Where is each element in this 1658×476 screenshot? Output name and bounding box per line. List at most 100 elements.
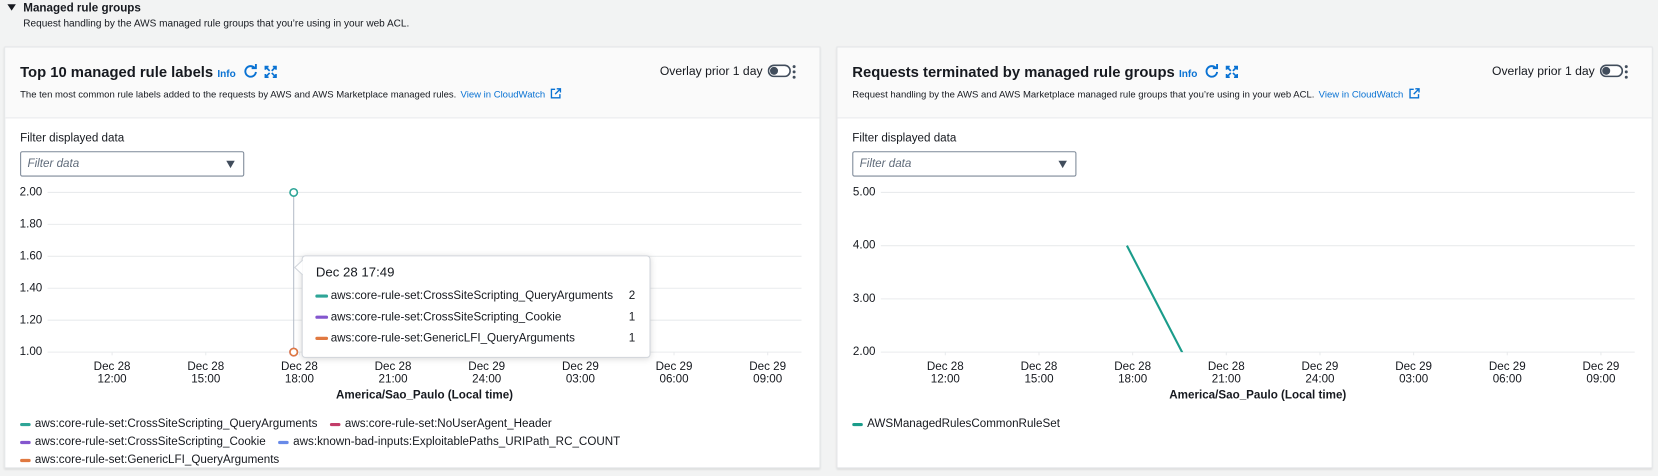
x-tick-label: Dec 29 <box>1302 360 1339 373</box>
x-tick-label: 24:00 <box>1305 373 1335 386</box>
x-tick-label: 21:00 <box>1212 373 1242 386</box>
cloudwatch-link[interactable]: View in CloudWatch <box>1318 88 1404 100</box>
legend-item[interactable]: AWSManagedRulesCommonRuleSet <box>852 417 1060 431</box>
x-tick-label: Dec 28 <box>375 360 412 373</box>
x-tick-label: 15:00 <box>191 373 221 386</box>
x-tick-label: Dec 29 <box>1582 360 1619 373</box>
x-tick-label: 03:00 <box>1399 373 1429 386</box>
tooltip: Dec 28 17:49 aws:core-rule-set:CrossSiteS… <box>293 255 651 358</box>
expand-icon[interactable] <box>1225 65 1239 79</box>
x-tick-label: 18:00 <box>1118 373 1148 386</box>
y-tick-label: 5.00 <box>853 186 876 199</box>
filter-label: Filter displayed data <box>852 132 957 145</box>
y-tick-label: 1.60 <box>20 249 43 262</box>
legend-item[interactable]: aws:core-rule-set:GenericLFI_QueryArgume… <box>20 454 279 466</box>
x-tick-label: 21:00 <box>379 373 409 386</box>
x-tick-label: 12:00 <box>98 373 128 386</box>
overlay-toggle[interactable] <box>1600 64 1624 78</box>
select-caret <box>226 160 235 169</box>
info-link[interactable]: Info <box>1178 68 1198 81</box>
external-icon[interactable] <box>1408 88 1420 100</box>
filter-label: Filter displayed data <box>20 132 125 145</box>
x-axis-title: America/Sao_Paulo (Local time) <box>336 389 513 402</box>
legend-item[interactable]: aws:core-rule-set:CrossSiteScripting_Que… <box>20 417 318 431</box>
filter-select[interactable]: Filter data <box>20 151 245 177</box>
legend-label: aws:core-rule-set:NoUserAgent_Header <box>344 417 552 431</box>
kebab-menu[interactable] <box>1623 65 1629 80</box>
section-title[interactable]: Managed rule groups <box>23 2 141 15</box>
panel-description-row: The ten most common rule labels added to… <box>20 88 562 100</box>
panel-description-row: Request handling by the AWS and AWS Mark… <box>852 88 1420 100</box>
external-icon[interactable] <box>550 88 562 100</box>
filter-placeholder: Filter data <box>859 157 912 171</box>
legend-label: AWSManagedRulesCommonRuleSet <box>867 417 1060 431</box>
overlay-toggle-row: Overlay prior 1 day <box>659 64 792 79</box>
x-tick-label: Dec 29 <box>656 360 693 373</box>
panel-title-row: Requests terminated by managed rule grou… <box>852 63 1239 81</box>
panel-header <box>837 47 1652 119</box>
legend-swatch <box>20 422 31 426</box>
tooltip-series: aws:core-rule-set:GenericLFI_QueryArgume… <box>331 331 575 344</box>
tooltip-pointer <box>293 259 304 276</box>
x-tick-label: Dec 29 <box>562 360 599 373</box>
x-tick-label: Dec 28 <box>1208 360 1245 373</box>
x-tick-label: 15:00 <box>1024 373 1054 386</box>
tooltip-series: aws:core-rule-set:CrossSiteScripting_Que… <box>331 289 614 302</box>
x-tick-label: 09:00 <box>1586 373 1616 386</box>
legend-swatch <box>20 440 31 444</box>
overlay-label: Overlay prior 1 day <box>659 65 763 79</box>
legend-label: aws:core-rule-set:CrossSiteScripting_Coo… <box>34 435 266 449</box>
x-tick-label: 03:00 <box>566 373 596 386</box>
legend-item[interactable]: aws:core-rule-set:NoUserAgent_Header <box>330 417 552 431</box>
y-tick-label: 2.00 <box>853 345 876 358</box>
legend-item[interactable]: aws:core-rule-set:CrossSiteScripting_Coo… <box>20 435 266 449</box>
x-tick-label: Dec 28 <box>927 360 964 373</box>
info-link[interactable]: Info <box>217 68 236 81</box>
overlay-toggle-row: Overlay prior 1 day <box>1491 64 1624 79</box>
cloudwatch-link[interactable]: View in CloudWatch <box>460 88 546 100</box>
x-tick-label: 24:00 <box>472 373 502 386</box>
legend-label: aws:known-bad-inputs:ExploitablePaths_UR… <box>293 435 621 449</box>
legend-swatch <box>852 422 863 426</box>
kebab-menu[interactable] <box>791 65 797 80</box>
y-tick-label: 1.80 <box>20 217 43 230</box>
series-line <box>1125 245 1184 353</box>
tooltip-series: aws:core-rule-set:CrossSiteScripting_Coo… <box>331 310 562 323</box>
tooltip-value: 1 <box>629 310 635 323</box>
y-tick-label: 1.20 <box>20 313 43 326</box>
collapse-caret[interactable] <box>7 4 16 11</box>
refresh-icon[interactable] <box>1205 63 1220 78</box>
tooltip-title: Dec 28 17:49 <box>316 264 395 279</box>
overlay-label: Overlay prior 1 day <box>1491 65 1595 79</box>
panel-description: The ten most common rule labels added to… <box>20 88 457 100</box>
legend-label: aws:core-rule-set:CrossSiteScripting_Que… <box>34 417 318 431</box>
refresh-icon[interactable] <box>243 63 258 78</box>
panel-description: Request handling by the AWS and AWS Mark… <box>852 88 1315 100</box>
filter-select[interactable]: Filter data <box>852 151 1077 177</box>
y-tick-label: 2.00 <box>20 186 43 199</box>
x-tick-label: Dec 28 <box>187 360 224 373</box>
plot-area <box>1125 245 1184 353</box>
legend-item[interactable]: aws:known-bad-inputs:ExploitablePaths_UR… <box>278 435 621 449</box>
tooltip-value: 2 <box>629 289 635 302</box>
filter-placeholder: Filter data <box>27 157 80 171</box>
legend: aws:core-rule-set:CrossSiteScripting_Que… <box>20 417 808 466</box>
x-tick-label: Dec 29 <box>1489 360 1526 373</box>
panel-title: Top 10 managed rule labels <box>20 63 214 81</box>
tooltip-value: 1 <box>629 331 635 344</box>
y-tick-label: 1.00 <box>20 345 43 358</box>
panel: Requests terminated by managed rule grou… <box>836 46 1653 469</box>
expand-icon[interactable] <box>264 65 277 79</box>
y-tick-label: 3.00 <box>853 292 876 305</box>
x-tick-label: 12:00 <box>931 373 961 386</box>
legend-swatch <box>20 458 31 462</box>
legend-swatch <box>330 422 341 426</box>
x-tick-label: 18:00 <box>285 373 315 386</box>
x-tick-label: 09:00 <box>753 373 783 386</box>
overlay-toggle[interactable] <box>768 64 792 78</box>
section-description: Request handling by the AWS managed rule… <box>23 17 410 30</box>
x-tick-label: 06:00 <box>659 373 689 386</box>
panel-title: Requests terminated by managed rule grou… <box>852 63 1175 81</box>
